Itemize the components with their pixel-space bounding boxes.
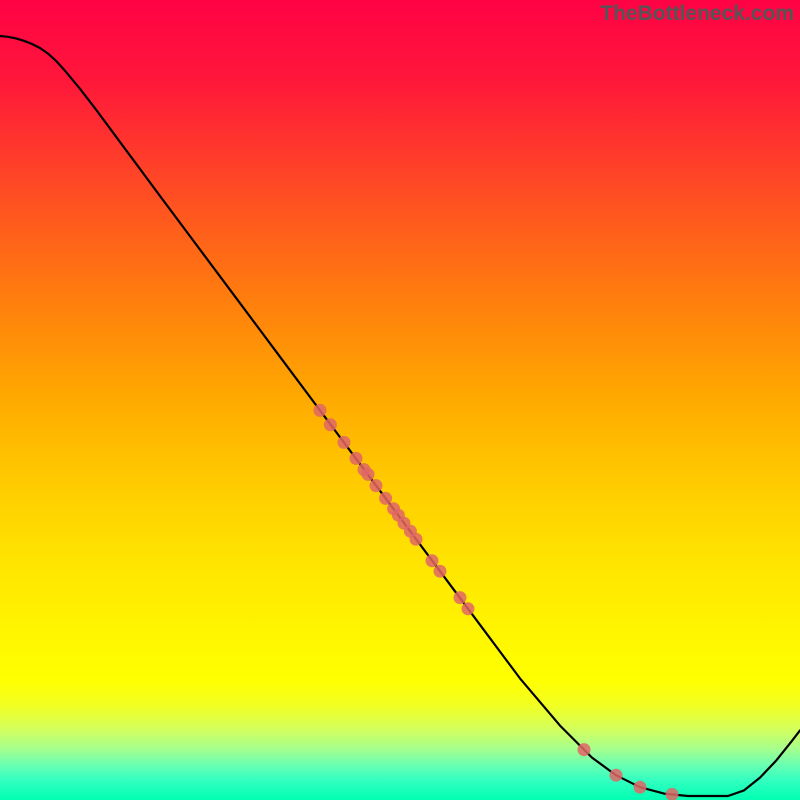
data-marker <box>350 452 363 465</box>
data-marker <box>410 533 423 546</box>
data-marker <box>379 492 392 505</box>
data-marker <box>578 743 591 756</box>
data-marker <box>338 436 351 449</box>
data-marker <box>324 418 337 431</box>
watermark-text: TheBottleneck.com <box>600 2 794 26</box>
data-marker <box>370 479 383 492</box>
chart-svg <box>0 0 800 800</box>
data-marker <box>462 602 475 615</box>
data-marker <box>314 404 327 417</box>
data-marker <box>610 769 623 782</box>
data-marker <box>362 468 375 481</box>
data-marker <box>426 554 439 567</box>
data-marker <box>434 565 447 578</box>
gradient-background <box>0 0 800 800</box>
bottleneck-chart: TheBottleneck.com <box>0 0 800 800</box>
data-marker <box>634 781 647 794</box>
data-marker <box>454 591 467 604</box>
